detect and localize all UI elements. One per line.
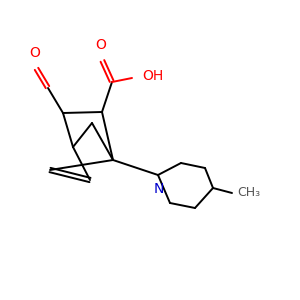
Text: N: N [154,182,164,196]
Text: OH: OH [142,69,163,83]
Text: O: O [30,46,40,60]
Text: CH₃: CH₃ [237,187,260,200]
Text: O: O [96,38,106,52]
